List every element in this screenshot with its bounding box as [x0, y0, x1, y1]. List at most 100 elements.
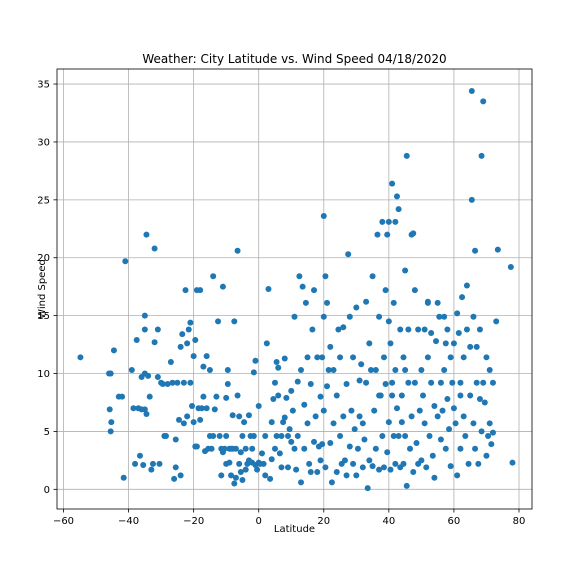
- data-point: [452, 420, 459, 427]
- data-point: [470, 313, 477, 320]
- data-point: [231, 480, 238, 487]
- data-point: [211, 406, 218, 413]
- data-point: [130, 405, 137, 412]
- data-point: [442, 445, 449, 452]
- data-point: [472, 445, 479, 452]
- data-point: [415, 326, 422, 333]
- data-point: [299, 283, 306, 290]
- y-tick-label: 5: [44, 427, 50, 438]
- data-point: [341, 457, 348, 464]
- data-point: [462, 433, 469, 440]
- data-point: [284, 433, 291, 440]
- data-point: [389, 379, 396, 386]
- data-point: [473, 343, 480, 350]
- data-point: [441, 367, 448, 374]
- data-point: [398, 392, 405, 399]
- data-point: [258, 450, 265, 457]
- data-point: [275, 364, 282, 371]
- data-point: [393, 405, 400, 412]
- data-point: [379, 218, 386, 225]
- data-point: [390, 433, 397, 440]
- data-point: [459, 294, 466, 301]
- data-point: [395, 433, 402, 440]
- data-point: [384, 231, 391, 238]
- data-point: [450, 340, 457, 347]
- data-point: [325, 367, 332, 374]
- data-point: [304, 420, 311, 427]
- data-point: [172, 436, 179, 443]
- data-point: [468, 88, 475, 94]
- data-point: [467, 343, 474, 350]
- data-point: [239, 477, 246, 484]
- data-point: [289, 407, 296, 414]
- data-point: [472, 247, 479, 254]
- data-point: [384, 449, 391, 456]
- data-point: [363, 379, 370, 386]
- data-point: [379, 433, 386, 440]
- data-point: [107, 370, 114, 377]
- data-point: [203, 353, 210, 360]
- data-point: [242, 445, 249, 452]
- data-point: [268, 456, 275, 463]
- data-point: [337, 433, 344, 440]
- data-point: [460, 354, 467, 361]
- data-point: [281, 355, 288, 362]
- data-point: [398, 419, 405, 426]
- data-point: [206, 367, 213, 374]
- data-point: [224, 380, 231, 387]
- data-point: [374, 231, 381, 238]
- data-point: [234, 392, 241, 399]
- data-point: [296, 273, 303, 280]
- data-point: [428, 379, 435, 386]
- y-axis-label: Wind Speed: [37, 259, 48, 319]
- data-point: [353, 304, 360, 311]
- data-point: [389, 392, 396, 399]
- data-point: [141, 326, 148, 333]
- data-point: [483, 354, 490, 361]
- data-point: [470, 420, 477, 427]
- data-point: [236, 460, 243, 467]
- data-points: [77, 88, 516, 492]
- data-point: [403, 152, 410, 159]
- data-point: [149, 460, 156, 467]
- data-point: [478, 428, 485, 435]
- data-point: [421, 326, 428, 333]
- data-point: [486, 420, 493, 427]
- data-point: [281, 414, 288, 421]
- data-point: [350, 460, 357, 467]
- data-point: [476, 326, 483, 333]
- data-point: [190, 419, 197, 426]
- data-point: [172, 464, 179, 471]
- data-point: [366, 340, 373, 347]
- data-point: [229, 412, 236, 419]
- data-point: [270, 396, 277, 402]
- data-point: [408, 413, 415, 420]
- data-point: [120, 474, 127, 481]
- data-point: [190, 353, 197, 360]
- y-tick-label: 10: [37, 369, 50, 380]
- data-point: [182, 287, 189, 294]
- data-point: [154, 374, 161, 380]
- data-point: [473, 379, 480, 386]
- data-point: [276, 450, 283, 457]
- data-point: [423, 464, 430, 471]
- data-point: [171, 475, 178, 482]
- data-point: [359, 420, 366, 427]
- data-point: [164, 380, 171, 387]
- data-point: [278, 464, 285, 471]
- x-tick-label: 60: [448, 516, 461, 527]
- data-point: [320, 213, 327, 220]
- data-point: [509, 459, 516, 466]
- data-point: [312, 413, 319, 420]
- data-point: [210, 273, 217, 280]
- data-point: [252, 357, 259, 364]
- data-point: [403, 482, 410, 489]
- data-point: [389, 180, 396, 187]
- data-point: [376, 466, 383, 473]
- data-point: [480, 98, 487, 105]
- data-point: [309, 326, 316, 333]
- data-point: [180, 379, 187, 386]
- y-tick-label: 0: [44, 485, 50, 496]
- data-point: [108, 419, 115, 426]
- data-point: [437, 379, 444, 386]
